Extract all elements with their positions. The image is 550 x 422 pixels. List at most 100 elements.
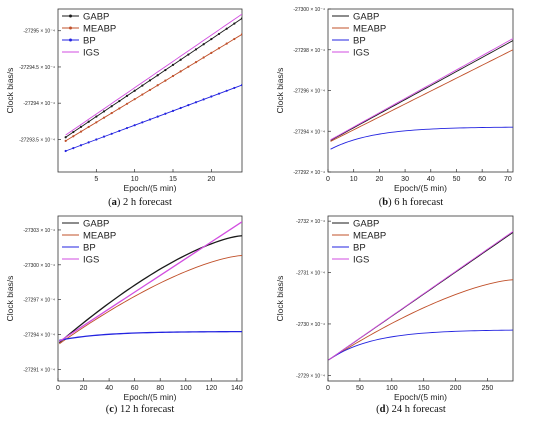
y-axis-label: Clock bias/s	[275, 68, 285, 114]
x-tick-label: 30	[401, 176, 409, 183]
data-point-meabp	[217, 47, 221, 50]
series-line-gabp	[330, 40, 513, 141]
data-point-gabp	[64, 136, 67, 139]
data-point-gabp	[95, 115, 98, 118]
data-point-gabp	[171, 63, 175, 67]
x-tick-label: 10	[131, 176, 139, 183]
data-point-gabp	[217, 32, 221, 36]
data-point-bp	[217, 92, 221, 95]
y-tick-label: -27300 × 10⁻⁴	[293, 7, 325, 13]
data-point-meabp	[87, 125, 90, 129]
data-point-bp	[171, 109, 175, 112]
x-tick-label: 70	[504, 176, 512, 183]
y-axis-label: Clock bias/s	[5, 276, 15, 322]
series-line-igs	[328, 231, 513, 361]
y-tick-label: -27294 × 10⁻⁴	[293, 129, 325, 135]
data-point-meabp	[179, 70, 182, 73]
x-axis-label: Epoch/(5 min)	[124, 183, 177, 193]
data-point-gabp	[72, 130, 75, 134]
data-point-gabp	[194, 48, 198, 51]
data-point-gabp	[210, 37, 213, 41]
legend-marker-gabp	[69, 14, 72, 18]
legend-label-meabp: MEABP	[353, 23, 386, 34]
data-point-bp	[164, 112, 167, 115]
data-point-gabp	[148, 79, 152, 82]
series-line-igs	[58, 221, 242, 343]
data-point-meabp	[110, 111, 113, 115]
data-point-bp	[141, 121, 144, 124]
data-point-gabp	[79, 125, 83, 128]
legend-label-meabp: MEABP	[83, 230, 116, 241]
y-tick-label: -27293.5 × 10⁻⁴	[19, 137, 55, 143]
data-point-meabp	[194, 61, 198, 64]
x-tick-label: 20	[375, 176, 383, 183]
x-tick-label: 40	[105, 385, 113, 392]
legend-label-igs: IGS	[83, 254, 99, 265]
y-tick-label: -2731 × 10⁻⁴	[296, 271, 325, 277]
data-point-bp	[64, 149, 67, 153]
data-point-gabp	[156, 74, 159, 77]
data-point-bp	[79, 144, 83, 147]
series-line-meabp	[328, 279, 513, 361]
data-point-gabp	[102, 110, 106, 113]
data-point-gabp	[125, 94, 129, 98]
data-point-bp	[110, 132, 113, 135]
legend-label-igs: IGS	[353, 47, 369, 58]
data-point-bp	[133, 124, 136, 127]
y-tick-label: -2729 × 10⁻⁴	[296, 373, 325, 379]
data-point-meabp	[210, 51, 213, 54]
x-tick-label: 5	[94, 176, 98, 183]
y-tick-label: -27298 × 10⁻⁴	[293, 48, 325, 54]
y-tick-label: -2730 × 10⁻⁴	[296, 322, 325, 328]
data-point-meabp	[202, 56, 205, 59]
x-tick-label: 10	[350, 176, 358, 183]
x-tick-label: 120	[205, 385, 217, 392]
x-tick-label: 20	[80, 385, 88, 392]
data-point-meabp	[64, 139, 67, 142]
data-point-gabp	[179, 58, 182, 61]
legend-label-igs: IGS	[353, 254, 369, 265]
data-point-bp	[102, 135, 106, 138]
legend-label-gabp: GABP	[353, 11, 379, 22]
x-tick-label: 150	[418, 385, 430, 392]
data-point-meabp	[102, 116, 106, 119]
legend-label-gabp: GABP	[83, 11, 109, 22]
series-line-igs	[65, 13, 242, 136]
y-axis-label: Clock bias/s	[275, 276, 285, 322]
data-point-gabp	[233, 22, 236, 25]
legend-label-meabp: MEABP	[83, 23, 116, 34]
data-point-bp	[156, 115, 159, 118]
data-point-meabp	[225, 42, 228, 45]
x-tick-label: 15	[169, 176, 177, 183]
caption-c: (c) 12 h forecast	[106, 404, 175, 415]
x-tick-label: 40	[427, 176, 435, 183]
data-point-gabp	[187, 53, 190, 56]
data-point-meabp	[240, 33, 242, 36]
x-axis-label: Epoch/(5 min)	[394, 392, 447, 402]
x-tick-label: 50	[356, 385, 364, 392]
plot-frame	[327, 215, 514, 382]
x-tick-label: 20	[207, 176, 215, 183]
x-tick-label: 250	[482, 385, 494, 392]
series-line-meabp	[59, 255, 242, 345]
data-point-gabp	[118, 99, 121, 103]
x-tick-label: 0	[326, 176, 330, 183]
y-tick-label: -27300 × 10⁻⁴	[23, 263, 55, 269]
y-tick-label: -27294 × 10⁻⁴	[23, 333, 55, 339]
series-line-meabp	[330, 49, 513, 142]
legend-label-bp: BP	[353, 242, 366, 253]
series-line-bp	[328, 329, 513, 361]
panel-a: -27293.5 × 10⁻⁴ -27294 × 10⁻⁴ -27294.5 × 1…	[5, 8, 243, 193]
data-point-gabp	[240, 17, 242, 20]
y-tick-label: -27295 × 10⁻⁴	[23, 29, 55, 35]
x-tick-label: 0	[56, 385, 60, 392]
data-point-bp	[210, 95, 213, 98]
data-point-bp	[179, 106, 182, 110]
data-point-gabp	[164, 68, 167, 72]
plot-frame	[57, 215, 243, 382]
series-group	[330, 38, 513, 150]
panel-d: -2729 × 10⁻⁴ -2730 × 10⁻⁴ -2731 × 10⁻⁴ -273…	[275, 215, 514, 402]
y-tick-label: -27291 × 10⁻⁴	[23, 367, 55, 373]
panel-c: -27291 × 10⁻⁴ -27294 × 10⁻⁴ -27297 × 10⁻⁴ -…	[5, 215, 243, 402]
